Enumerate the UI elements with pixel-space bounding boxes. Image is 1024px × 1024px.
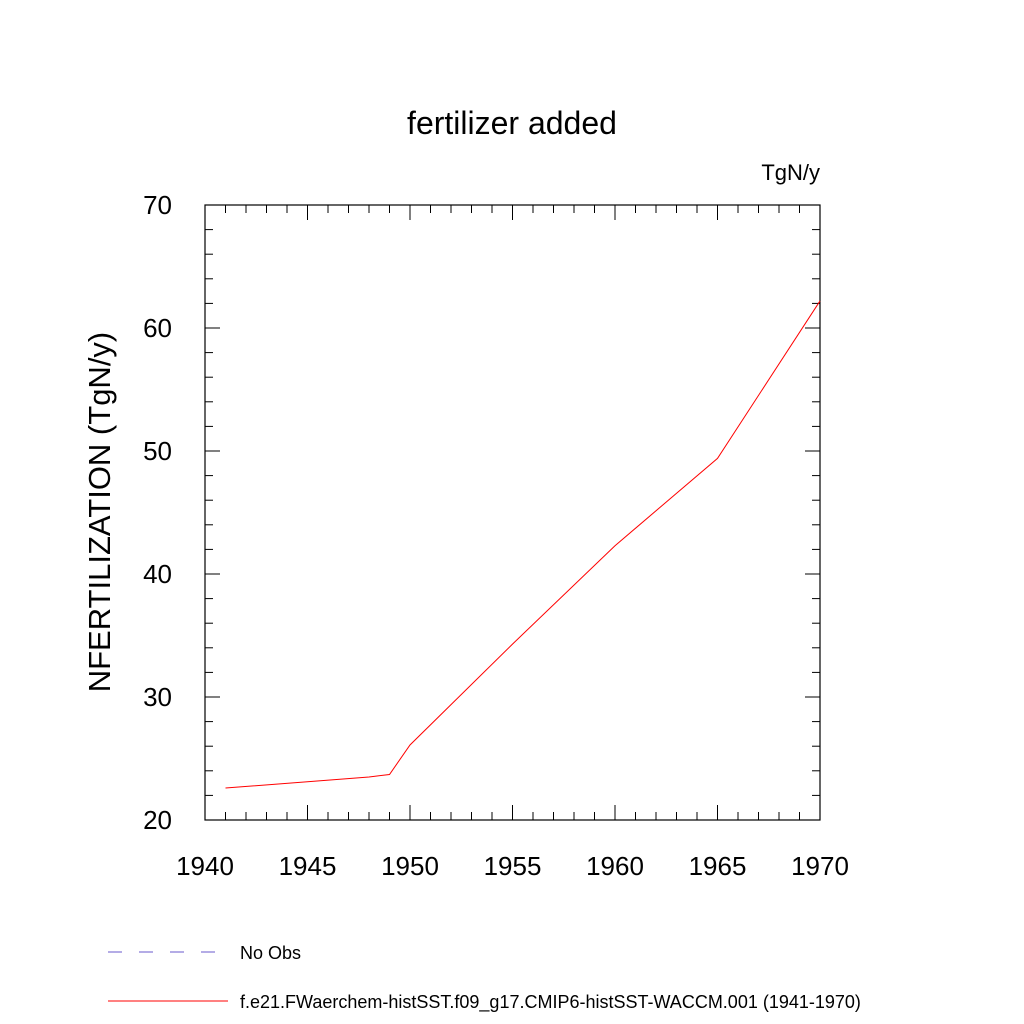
y-tick-label: 30: [143, 682, 172, 712]
chart-title: fertilizer added: [407, 105, 617, 141]
series-line: [225, 300, 821, 789]
x-tick-label: 1955: [484, 851, 542, 881]
legend: No Obs f.e21.FWaerchem-histSST.f09_g17.C…: [108, 943, 861, 1013]
axis-ticks: [204, 204, 821, 821]
x-tick-label: 1950: [381, 851, 439, 881]
x-tick-label: 1960: [586, 851, 644, 881]
y-tick-labels: 20 30 40 50 60 70: [143, 190, 172, 835]
x-tick-label: 1970: [791, 851, 849, 881]
units-label: TgN/y: [761, 160, 820, 185]
y-tick-label: 70: [143, 190, 172, 220]
y-axis-label: NFERTILIZATION (TgN/y): [82, 332, 117, 693]
plot-frame: [204, 204, 821, 821]
legend-label-no-obs: No Obs: [240, 943, 301, 963]
y-tick-label: 60: [143, 313, 172, 343]
y-tick-label: 40: [143, 559, 172, 589]
legend-label-model-run: f.e21.FWaerchem-histSST.f09_g17.CMIP6-hi…: [240, 992, 861, 1013]
x-tick-label: 1945: [279, 851, 337, 881]
x-tick-label: 1965: [689, 851, 747, 881]
series-layer: [225, 300, 821, 789]
x-tick-labels: 1940 1945 1950 1955 1960 1965 1970: [176, 851, 849, 881]
x-tick-label: 1940: [176, 851, 234, 881]
y-tick-label: 50: [143, 436, 172, 466]
y-tick-label: 20: [143, 805, 172, 835]
